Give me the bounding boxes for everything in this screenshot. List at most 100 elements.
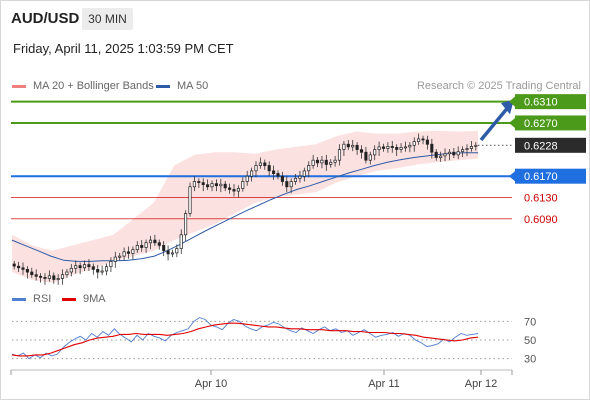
x-tick-label: Apr 11 [368,378,400,390]
candle-body [91,266,95,270]
candle-body [140,245,144,248]
candle-body [30,271,34,276]
research-credit: Research © 2025 Trading Central [416,80,581,92]
candle-body [241,181,245,189]
candle-body [359,149,364,153]
candle-body [298,175,302,179]
candle-body [351,144,355,148]
candle-body [452,151,456,156]
rsi-series-rsi [11,317,479,360]
level-tag-0.6170: 0.6170 [524,171,558,183]
candle-body [324,159,328,165]
level-tag-bg-0.6310 [515,94,586,110]
candle-body [307,165,311,172]
candle-body [135,245,139,251]
current-price-tag: 0.6228 [524,140,558,152]
level-tag-bg-0.6170 [515,168,586,184]
candle-body [43,277,47,279]
legend-swatch-ma20 [12,84,26,88]
candle-body [118,255,122,258]
candle-body [87,264,91,268]
candle-body [12,263,16,267]
legend-label-ma20: MA 20 + Bollinger Bands [33,80,154,92]
candle-body [157,242,161,246]
candle-body [96,269,100,273]
candle-body [179,234,183,249]
candle-body [214,183,218,187]
legend-label-rsi: RSI [33,293,52,305]
level-tag-0.6090: 0.6090 [524,214,558,226]
candle-body [184,213,188,236]
candle-body [201,182,205,186]
candle-body [315,159,320,164]
candle-body [373,149,377,156]
candle-body [170,252,175,255]
timeframe-badge[interactable]: 30 MIN [82,8,133,30]
candle-body [56,278,60,280]
candle-body [280,175,284,182]
candle-body [337,149,342,161]
candle-body [254,165,258,172]
candle-body [232,189,236,192]
candle-body [65,271,69,276]
candle-body [60,274,65,279]
datetime-label: Friday, April 11, 2025 1:03:59 PM CET [13,41,234,56]
candle-body [34,274,38,277]
candle-body [425,139,429,145]
candle-body [153,239,157,244]
level-tag-0.6270: 0.6270 [524,118,558,130]
candle-body [430,143,434,153]
candle-body [289,181,293,188]
candle-body [236,188,240,192]
candle-body [197,181,201,183]
candle-body [144,242,148,248]
candle-body [188,186,192,214]
candle-body [47,275,51,279]
candle-body [210,183,214,188]
rsi-series-9ma [11,322,479,357]
candle-body [258,162,262,166]
candle-body [206,184,210,188]
rsi-tick-70: 70 [524,316,536,328]
level-tag-pointer-0.6270 [509,117,515,128]
candle-body [408,144,412,148]
candle-body [412,141,416,146]
candle-body [346,143,350,148]
candle-body [474,144,478,147]
legend-swatch-ma50 [156,84,170,88]
candle-body [276,173,280,177]
candle-body [263,162,267,166]
candle-body [109,261,113,268]
candle-body [21,267,25,270]
level-tag-pointer-0.6170 [509,171,515,182]
candle-body [162,245,166,252]
candle-body [39,275,43,278]
legend-swatch-rsi [12,297,26,301]
candle-body [390,146,394,148]
candle-body [386,146,390,149]
forecast-arrow-shaft [479,106,510,142]
candle-body [443,153,447,157]
candle-body [192,181,196,188]
candle-body [302,170,306,177]
candle-body [272,170,276,174]
level-tag-0.6130: 0.6130 [524,192,558,204]
candle-body [377,146,381,150]
candle-body [223,183,227,189]
candle-body [447,151,451,155]
candle-body [417,138,421,142]
level-tag-bg-0.6270 [515,115,586,131]
candle-body [439,155,443,158]
candle-body [293,177,298,182]
bollinger-band [12,130,478,283]
candle-body [175,248,179,254]
candle-body [219,183,223,187]
candle-body [434,151,438,158]
candle-body [104,266,109,272]
candle-body [469,146,473,149]
candle-body [148,239,153,244]
candle-body [17,265,21,269]
candle-body [421,138,425,141]
candle-body [100,270,104,273]
